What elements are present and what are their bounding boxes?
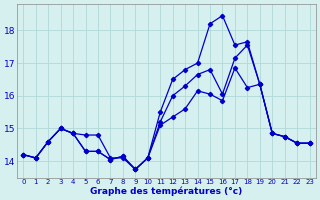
X-axis label: Graphe des températures (°c): Graphe des températures (°c) bbox=[90, 186, 243, 196]
